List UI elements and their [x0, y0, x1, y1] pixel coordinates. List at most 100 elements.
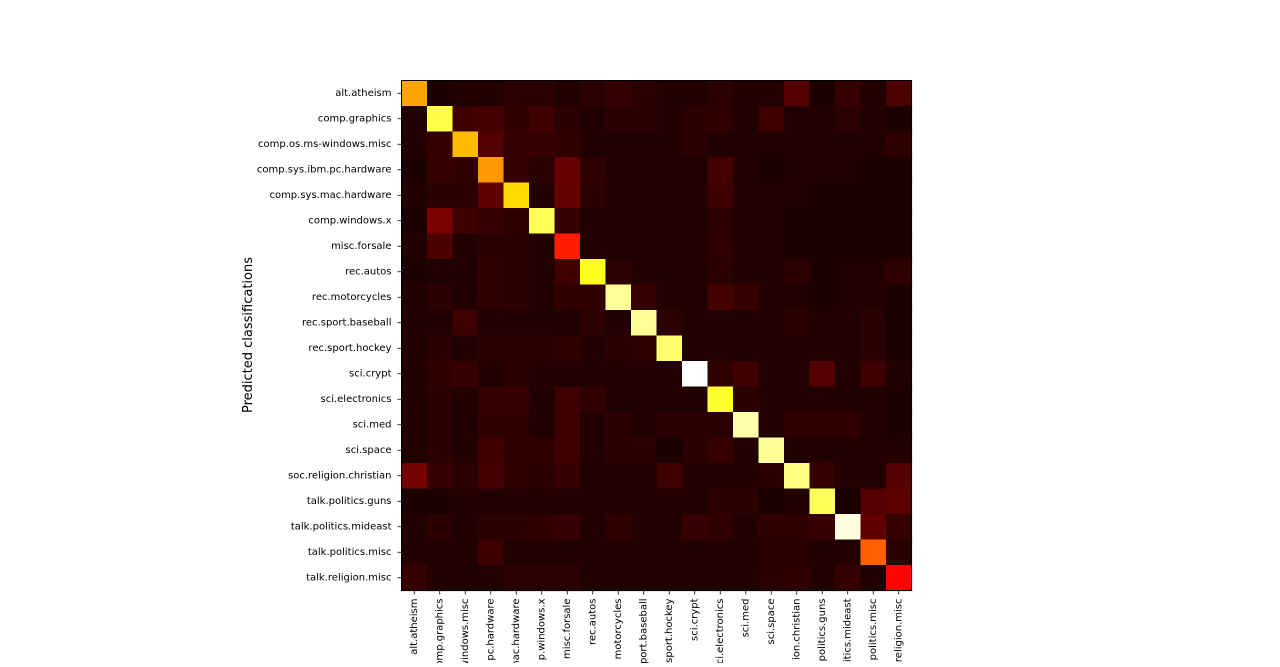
heatmap-cell-r8-c19 [886, 284, 913, 311]
heatmap-cell-r0-c18 [860, 80, 887, 107]
heatmap-cell-r1-c0 [401, 106, 428, 133]
heatmap-cell-r12-c17 [835, 386, 862, 413]
heatmap-cell-r0-c10 [656, 80, 683, 107]
heatmap-cell-r16-c3 [478, 488, 505, 515]
x-tick-label: religion.misc [893, 599, 904, 663]
heatmap-cell-r12-c1 [427, 386, 454, 413]
heatmap-cell-r18-c9 [631, 539, 658, 566]
heatmap-cell-r4-c10 [656, 182, 683, 209]
heatmap-cell-r2-c5 [529, 131, 556, 158]
heatmap-cell-r17-c11 [682, 514, 709, 541]
heatmap-cell-r16-c11 [682, 488, 709, 515]
heatmap-cell-r18-c10 [656, 539, 683, 566]
y-tick-label: comp.sys.mac.hardware [269, 190, 391, 201]
heatmap-cell-r9-c2 [452, 310, 479, 337]
heatmap-cell-r15-c3 [478, 463, 505, 490]
x-tick-label: alt.atheism [409, 599, 420, 655]
heatmap-cell-r0-c1 [427, 80, 454, 107]
heatmap-cell-r8-c16 [809, 284, 836, 311]
heatmap-cell-r17-c13 [733, 514, 760, 541]
heatmap-cell-r1-c2 [452, 106, 479, 133]
heatmap-cell-r13-c17 [835, 412, 862, 439]
heatmap-cell-r17-c18 [860, 514, 887, 541]
heatmap-cell-r6-c12 [707, 233, 734, 260]
heatmap-cell-r9-c9 [631, 310, 658, 337]
heatmap-cell-r16-c15 [784, 488, 811, 515]
y-tick-label: rec.sport.hockey [308, 343, 391, 354]
heatmap-cell-r18-c2 [452, 539, 479, 566]
heatmap-cell-r1-c4 [503, 106, 530, 133]
heatmap-cell-r5-c13 [733, 208, 760, 235]
heatmap-cell-r1-c8 [605, 106, 632, 133]
heatmap-cells [401, 80, 913, 592]
heatmap-cell-r11-c1 [427, 361, 454, 388]
heatmap-cell-r5-c14 [758, 208, 785, 235]
heatmap-cell-r3-c4 [503, 157, 530, 184]
heatmap-cell-r10-c18 [860, 335, 887, 362]
x-tick-labels: alt.atheism comp.graphics windows.misc pc.h… [409, 590, 904, 667]
heatmap-cell-r14-c10 [656, 437, 683, 464]
x-tick-label: sci.crypt [689, 598, 700, 641]
heatmap-cell-r1-c6 [554, 106, 581, 133]
heatmap-cell-r11-c17 [835, 361, 862, 388]
heatmap-cell-r10-c1 [427, 335, 454, 362]
heatmap-cell-r8-c3 [478, 284, 505, 311]
heatmap-cell-r16-c19 [886, 488, 913, 515]
heatmap-cell-r16-c4 [503, 488, 530, 515]
heatmap-cell-r14-c5 [529, 437, 556, 464]
y-tick-label: rec.motorcycles [312, 292, 392, 303]
heatmap-cell-r1-c12 [707, 106, 734, 133]
x-tick-label: comp.graphics [434, 599, 445, 664]
heatmap-cell-r12-c7 [580, 386, 607, 413]
heatmap-cell-r8-c13 [733, 284, 760, 311]
heatmap-cell-r9-c3 [478, 310, 505, 337]
heatmap-cell-r2-c16 [809, 131, 836, 158]
heatmap-cell-r7-c1 [427, 259, 454, 286]
heatmap-cell-r3-c0 [401, 157, 428, 184]
heatmap-cell-r9-c1 [427, 310, 454, 337]
heatmap-cell-r8-c7 [580, 284, 607, 311]
heatmap-cell-r12-c13 [733, 386, 760, 413]
heatmap-cell-r19-c19 [886, 565, 913, 592]
heatmap-cell-r11-c6 [554, 361, 581, 388]
heatmap-cell-r15-c14 [758, 463, 785, 490]
heatmap-cell-r5-c3 [478, 208, 505, 235]
heatmap-cell-r8-c12 [707, 284, 734, 311]
heatmap-cell-r3-c1 [427, 157, 454, 184]
heatmap-cell-r3-c8 [605, 157, 632, 184]
heatmap-cell-r10-c11 [682, 335, 709, 362]
heatmap-cell-r6-c4 [503, 233, 530, 260]
heatmap-cell-r13-c7 [580, 412, 607, 439]
heatmap-cell-r6-c5 [529, 233, 556, 260]
heatmap-cell-r2-c1 [427, 131, 454, 158]
heatmap-cell-r14-c19 [886, 437, 913, 464]
y-tick-label: sci.space [345, 445, 391, 456]
heatmap-cell-r19-c11 [682, 565, 709, 592]
heatmap-cell-r6-c19 [886, 233, 913, 260]
heatmap-cell-r11-c0 [401, 361, 428, 388]
heatmap-cell-r5-c7 [580, 208, 607, 235]
x-tick-label: politics.misc [868, 599, 879, 661]
heatmap-cell-r11-c9 [631, 361, 658, 388]
heatmap-cell-r7-c17 [835, 259, 862, 286]
heatmap-cell-r9-c14 [758, 310, 785, 337]
y-tick-label: rec.autos [345, 266, 391, 277]
y-tick-label: comp.graphics [318, 113, 392, 124]
heatmap-cell-r11-c14 [758, 361, 785, 388]
y-tick-label: talk.religion.misc [306, 572, 391, 583]
heatmap-cell-r18-c0 [401, 539, 428, 566]
heatmap-cell-r12-c16 [809, 386, 836, 413]
heatmap-cell-r10-c8 [605, 335, 632, 362]
heatmap-cell-r1-c10 [656, 106, 683, 133]
heatmap-cell-r19-c9 [631, 565, 658, 592]
heatmap-cell-r0-c3 [478, 80, 505, 107]
heatmap-cell-r2-c7 [580, 131, 607, 158]
heatmap-cell-r5-c1 [427, 208, 454, 235]
heatmap-cell-r15-c10 [656, 463, 683, 490]
heatmap-cell-r10-c12 [707, 335, 734, 362]
heatmap-cell-r1-c14 [758, 106, 785, 133]
heatmap-cell-r18-c8 [605, 539, 632, 566]
heatmap-cell-r11-c10 [656, 361, 683, 388]
heatmap-cell-r11-c12 [707, 361, 734, 388]
heatmap-cell-r4-c12 [707, 182, 734, 209]
